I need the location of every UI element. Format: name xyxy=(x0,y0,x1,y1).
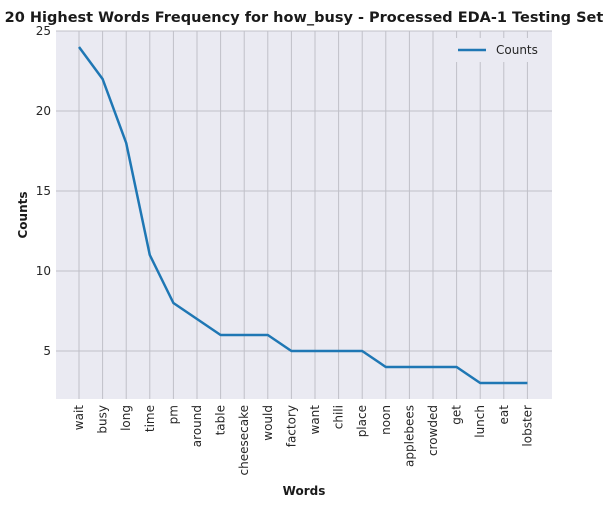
x-tick-labels: wait busy long time pm around table cheesecake w… xyxy=(72,405,534,476)
y-tick-label: 15 xyxy=(36,184,51,198)
grid xyxy=(56,30,552,399)
x-tick-label: table xyxy=(214,405,228,435)
legend-label-counts: Counts xyxy=(496,43,538,57)
x-tick-label: cheesecake xyxy=(237,405,251,475)
series-line-counts xyxy=(77,46,528,385)
y-tick-label: 10 xyxy=(36,264,51,278)
x-tick-label: long xyxy=(119,405,133,431)
x-tick-label: place xyxy=(355,405,369,437)
y-axis-label: Counts xyxy=(16,191,30,238)
x-axis-label: Words xyxy=(283,484,326,498)
y-tick-label: 25 xyxy=(36,24,51,38)
x-tick-label: eat xyxy=(497,405,511,425)
x-tick-label: around xyxy=(190,405,204,447)
x-tick-label: time xyxy=(143,405,157,432)
y-tick-label: 5 xyxy=(43,344,51,358)
x-tick-label: would xyxy=(261,405,275,441)
y-tick-labels: 5 10 15 20 25 xyxy=(36,24,51,358)
chart-title: 20 Highest Words Frequency for how_busy … xyxy=(5,10,604,26)
x-tick-label: factory xyxy=(284,405,298,447)
x-tick-label: applebees xyxy=(402,405,416,467)
x-tick-label: busy xyxy=(96,405,110,434)
x-tick-label: pm xyxy=(166,405,180,424)
y-tick-label: 20 xyxy=(36,104,51,118)
series-lines xyxy=(77,46,528,385)
legend: Counts xyxy=(448,38,544,62)
x-tick-label: crowded xyxy=(426,405,440,456)
x-tick-label: get xyxy=(450,405,464,425)
x-tick-label: chili xyxy=(332,405,346,429)
x-tick-label: want xyxy=(308,405,322,435)
x-tick-label: lobster xyxy=(520,405,534,447)
x-tick-label: noon xyxy=(379,405,393,435)
x-tick-label: lunch xyxy=(473,405,487,438)
plot-background xyxy=(56,31,552,399)
x-tick-label: wait xyxy=(72,405,86,431)
